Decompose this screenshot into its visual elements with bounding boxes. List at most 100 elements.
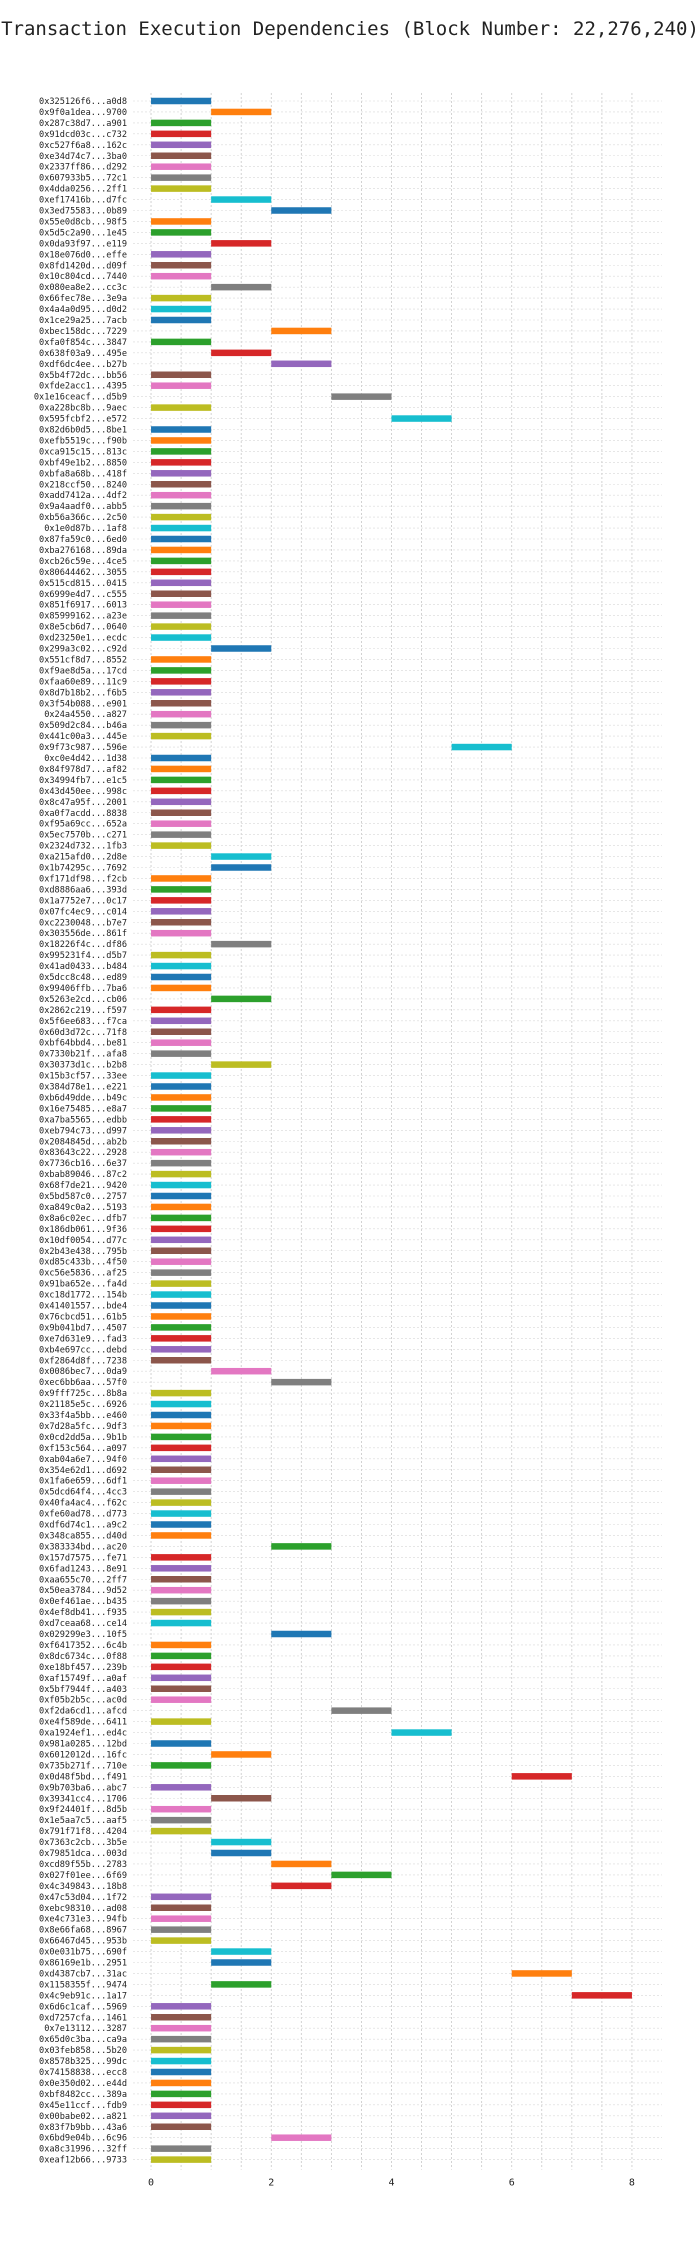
y-tick-label: 0x6fad1243...8e91 [39,1564,127,1574]
transaction-bar [151,97,212,105]
transaction-bar [151,1510,212,1517]
y-tick-label: 0x354e62d1...d692 [39,1466,127,1476]
transaction-bar [151,1740,212,1747]
y-tick-label: 0x85999162...a23e [39,612,127,622]
y-tick-label: 0x5bf7944f...a403 [39,1685,127,1695]
y-tick-label: 0x10c804cd...7440 [39,272,127,282]
y-tick-label: 0xd23250e1...ecdc [39,634,127,644]
transaction-bar [451,743,512,751]
y-tick-label: 0x981a0285...12bd [39,1740,127,1750]
transaction-bar [151,1937,212,1944]
y-tick-label: 0xfaa60e89...11c9 [39,677,127,687]
y-tick-label: 0x8578b325...99dc [39,2057,127,2067]
y-tick-label: 0xbf8482cc...389a [39,2090,127,2100]
y-tick-label: 0xf9ae8d5a...17cd [39,666,127,676]
y-tick-label: 0x86169e1b...2951 [39,1959,127,1969]
y-tick-label: 0x1ce29a25...7acb [39,316,127,326]
y-tick-label: 0xa0f7acdd...8838 [39,809,127,819]
transaction-bar [151,1357,212,1364]
y-tick-label: 0xca915c15...813c [39,447,127,457]
transaction-bar [151,1805,212,1813]
transaction-bar [151,831,212,838]
x-tick-label: 8 [629,2178,635,2189]
grid-layer [133,93,662,2170]
y-tick-label: 0xe18bf457...239b [39,1663,127,1673]
y-tick-label: 0xc2230048...b7e7 [39,918,127,928]
y-tick-label: 0xe4f589de...6411 [39,1718,127,1728]
y-tick-label: 0xdf6dc4ee...b27b [39,360,127,370]
transaction-bar [151,437,212,444]
y-tick-label: 0x91ba652e...fa4d [39,1280,127,1290]
y-tick-label: 0xc18d1772...154b [39,1291,127,1301]
transaction-bar [151,1324,212,1331]
transaction-bar [151,1784,212,1791]
y-tick-label: 0xe34d74c7...3ba0 [39,152,127,162]
y-tick-label: 0xefb5519c...f90b [39,436,127,446]
transaction-bar [151,809,212,816]
y-tick-label: 0x79851dca...003d [39,1849,127,1859]
y-tick-label: 0x5dcd64f4...4cc3 [39,1488,127,1498]
transaction-bar [151,163,212,170]
y-tick-label: 0x157d7575...fe71 [39,1553,127,1563]
y-tick-label: 0xf153c564...a097 [39,1444,127,1454]
y-tick-label: 0x4dda0256...2ff1 [39,185,127,195]
y-tick-label: 0x8e5cb6d7...0640 [39,623,127,633]
transaction-bar [151,1203,212,1211]
y-tick-label: 0xf171df98...f2cb [39,874,127,884]
y-tick-label: 0x8c47a95f...2001 [39,798,127,808]
y-tick-label: 0x55e0d8cb...98f5 [39,217,127,227]
transaction-bar [151,732,212,740]
y-tick-label: 0x384d78e1...e221 [39,1083,127,1093]
transaction-bar [151,174,212,181]
transaction-bar [211,1948,272,1955]
y-tick-label: 0x029299e3...10f5 [39,1630,127,1640]
y-tick-label: 0x7363c2cb...3b5e [39,1838,127,1848]
y-tick-label: 0x9f73c987...596e [39,743,127,753]
transaction-bar [151,1816,212,1824]
x-tick-labels: 0 2 4 6 8 [148,2178,635,2189]
transaction-bar [151,1236,212,1244]
transaction-bar [211,853,272,860]
y-tick-label: 0xeb794c73...d997 [39,1126,127,1136]
transaction-bar [271,1543,332,1550]
y-tick-label: 0x83643c22...2928 [39,1148,127,1158]
y-tick-label: 0xd85c433b...4f50 [39,1258,127,1268]
transaction-bar [151,1072,212,1079]
y-tick-label: 0x43d450ee...998c [39,787,127,797]
y-tick-label: 0xa8c31996...32ff [39,2145,127,2155]
y-tick-label: 0x595fcbf2...e572 [39,415,127,425]
transaction-bar [151,2003,212,2010]
transaction-bar [151,1893,212,1901]
transaction-bar [211,283,272,291]
transaction-bar [151,1926,212,1933]
y-tick-label: 0x287c38d7...a901 [39,119,127,129]
y-tick-label: 0xcb26c59e...4ce5 [39,557,127,567]
y-tick-label: 0x0e350d02...e44d [39,2079,127,2089]
transaction-bar [151,1116,212,1123]
transaction-bar [151,2156,212,2163]
y-tick-label: 0x8fd1420d...d09f [39,261,127,271]
transaction-bar [151,1521,212,1528]
y-tick-label: 0x348ca855...d40d [39,1531,127,1541]
y-tick-label: 0xd4387cb7...31ac [39,1969,127,1979]
y-tick-label: 0x0da93f97...e119 [39,239,127,249]
transaction-bar [151,1422,212,1430]
transaction-bar [151,1663,212,1671]
transaction-bar [151,1499,212,1506]
y-tick-label: 0x99406ffb...7ba6 [39,984,127,994]
y-tick-label: 0xab04a6e7...94f0 [39,1455,127,1465]
y-tick-label: 0xdf6d74c1...a9c2 [39,1521,127,1531]
y-tick-label: 0xb56a366c...2c50 [39,513,127,523]
y-tick-label: 0xd7257cfa...1461 [39,2013,127,2023]
transaction-bar [151,1641,212,1649]
y-tick-label: 0x3ed75583...0b89 [39,207,127,217]
y-tick-label: 0xeaf12b66...9733 [39,2156,127,2166]
x-tick-label: 4 [388,2178,394,2189]
transaction-bar [151,1608,212,1616]
x-tick-label: 6 [509,2178,515,2189]
transaction-bar [151,689,212,696]
y-tick-label: 0x186db061...9f36 [39,1225,127,1235]
transaction-bar [151,141,212,149]
transaction-bar [151,1400,212,1408]
